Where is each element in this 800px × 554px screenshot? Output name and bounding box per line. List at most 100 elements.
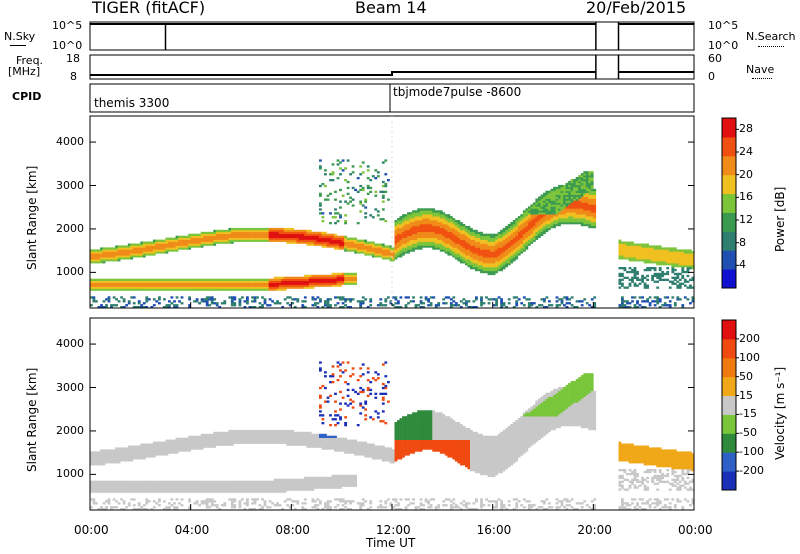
velocity-cell — [97, 453, 101, 456]
power-cell — [253, 298, 257, 301]
power-cell — [381, 243, 385, 246]
power-cell — [180, 245, 184, 248]
velocity-cell — [117, 488, 121, 491]
power-cell — [225, 286, 229, 289]
power-cell — [429, 296, 433, 299]
power-cell — [522, 249, 526, 252]
power-cell — [500, 255, 503, 258]
power-cell — [550, 225, 554, 229]
power-cell — [565, 198, 569, 201]
power-cell — [560, 188, 564, 192]
velocity-cell — [90, 459, 93, 462]
power-cell — [575, 204, 579, 207]
power-cell — [583, 188, 587, 192]
power-cell — [296, 286, 300, 289]
power-cell — [170, 249, 174, 252]
power-cell — [223, 235, 227, 238]
power-cell — [689, 267, 692, 270]
power-cell — [303, 278, 307, 281]
power-cell — [291, 229, 295, 233]
power-cell — [150, 306, 154, 309]
power-cell — [298, 276, 302, 279]
power-cell — [354, 241, 357, 244]
power-cell — [253, 282, 257, 285]
power-cell — [671, 270, 675, 274]
power-cell — [646, 267, 649, 270]
power-cell — [268, 284, 272, 287]
power-cell — [470, 233, 473, 236]
power-cell — [125, 280, 128, 283]
power-cell — [301, 235, 305, 238]
power-cell — [593, 200, 597, 203]
power-cell — [233, 231, 237, 235]
power-cell — [195, 243, 199, 246]
power-cell — [142, 241, 146, 244]
power-cell — [152, 239, 156, 242]
velocity-cell — [173, 502, 176, 505]
velocity-cell — [145, 455, 149, 458]
power-cell — [643, 243, 647, 246]
power-cell — [208, 278, 212, 281]
velocity-cell — [142, 490, 146, 493]
velocity-cell — [115, 490, 118, 493]
power-cell — [548, 196, 551, 199]
power-cell — [120, 286, 123, 289]
power-cell — [122, 284, 126, 287]
power-cell — [545, 190, 549, 193]
velocity-cell — [112, 498, 116, 501]
power-cell — [465, 225, 468, 229]
power-cell — [399, 249, 403, 252]
power-cell — [112, 257, 116, 260]
velocity-cell — [90, 506, 93, 509]
power-cell — [193, 280, 196, 283]
power-cell — [314, 282, 317, 285]
power-cell — [203, 286, 207, 289]
power-cell — [407, 227, 410, 231]
power-cell — [500, 241, 503, 244]
power-cell — [329, 173, 332, 176]
power-cell — [175, 239, 179, 242]
power-cell — [583, 200, 587, 203]
power-cell — [570, 202, 574, 205]
power-cell — [230, 229, 234, 233]
power-cell — [238, 288, 242, 291]
velocity-cell — [193, 447, 196, 450]
power-cell — [351, 165, 355, 168]
power-cell — [643, 257, 647, 260]
power-cell — [266, 233, 269, 236]
velocity-cell — [170, 486, 174, 489]
power-cell — [573, 196, 576, 199]
power-cell — [354, 245, 357, 248]
power-cell — [467, 255, 471, 258]
power-cell — [648, 253, 652, 256]
power-cell — [291, 237, 295, 240]
power-cell — [397, 222, 400, 225]
power-cell — [100, 286, 103, 289]
velocity-cell — [120, 484, 123, 487]
power-cell — [532, 206, 536, 209]
velocity-cell — [107, 488, 111, 491]
power-cell — [324, 237, 327, 240]
power-cell — [520, 302, 524, 305]
power-cell — [324, 302, 327, 305]
power-cell — [170, 288, 174, 291]
power-cell — [507, 223, 511, 227]
power-cell — [454, 302, 458, 305]
power-cell — [238, 231, 242, 235]
power-cell — [570, 222, 574, 225]
power-cell — [570, 194, 574, 197]
power-cell — [532, 222, 536, 225]
velocity-cell — [110, 459, 113, 462]
power-cell — [344, 167, 347, 170]
power-cell — [651, 259, 654, 262]
velocity-cell — [152, 488, 156, 491]
power-cell — [381, 247, 385, 250]
power-cell — [190, 286, 194, 289]
power-cell — [470, 237, 473, 240]
power-cell — [301, 300, 305, 303]
power-cell — [407, 233, 410, 236]
power-cell — [256, 284, 259, 287]
power-cell — [462, 255, 466, 258]
power-cell — [558, 192, 561, 195]
power-cell — [268, 286, 272, 289]
